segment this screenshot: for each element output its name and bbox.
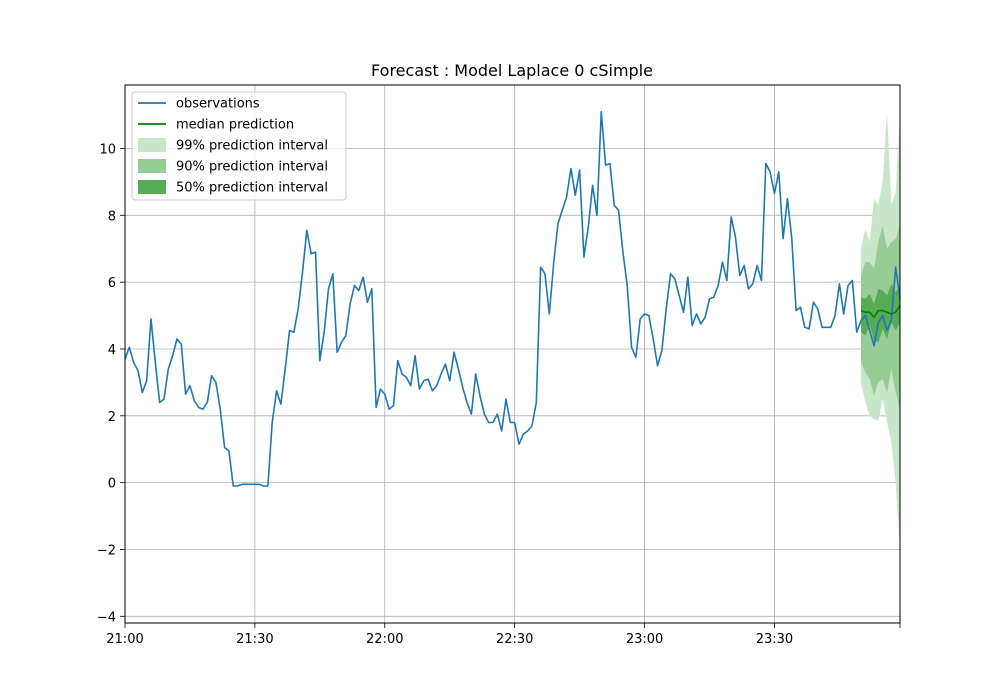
legend-label: 90% prediction interval (176, 160, 328, 175)
legend-label: median prediction (176, 118, 294, 133)
x-tick-label: 22:00 (366, 632, 403, 647)
axes: 21:00 21:30 22:00 22:30 23:00 23:30 −4 −2 0 2 4 6 8 1… (97, 142, 901, 647)
y-tick-label: −4 (97, 610, 116, 625)
prediction-interval-band (861, 283, 900, 343)
legend-label: 99% prediction interval (176, 139, 328, 154)
y-tick-label: 8 (108, 209, 116, 224)
y-tick-label: 0 (108, 477, 116, 492)
plot-frame (124, 84, 901, 624)
y-tick-label: 10 (99, 142, 116, 157)
y-tick-label: 6 (108, 276, 116, 291)
legend-label: observations (176, 97, 260, 112)
x-tick-label: 21:30 (236, 632, 273, 647)
observations-line (124, 110, 901, 487)
y-tick-label: 4 (108, 343, 116, 358)
x-tick-label: 22:30 (496, 632, 533, 647)
median-prediction-line (860, 305, 901, 319)
y-tick-label: 2 (108, 410, 116, 425)
median-prediction-series (860, 305, 901, 319)
prediction-intervals (861, 111, 900, 550)
grid (124, 85, 900, 623)
x-tick-label: 21:00 (106, 632, 143, 647)
legend-patch-swatch (138, 159, 166, 173)
observations-series (124, 110, 901, 487)
legend-patch-swatch (138, 138, 166, 152)
legend: observations median prediction 99% predict… (131, 91, 347, 201)
chart-title: Forecast : Model Laplace 0 cSimple (371, 61, 653, 80)
legend-box (131, 91, 347, 201)
x-tick-label: 23:00 (626, 632, 663, 647)
legend-label: 50% prediction interval (176, 181, 328, 196)
legend-patch-swatch (138, 180, 166, 194)
x-tick-label: 23:30 (756, 632, 793, 647)
y-tick-label: −2 (97, 543, 116, 558)
